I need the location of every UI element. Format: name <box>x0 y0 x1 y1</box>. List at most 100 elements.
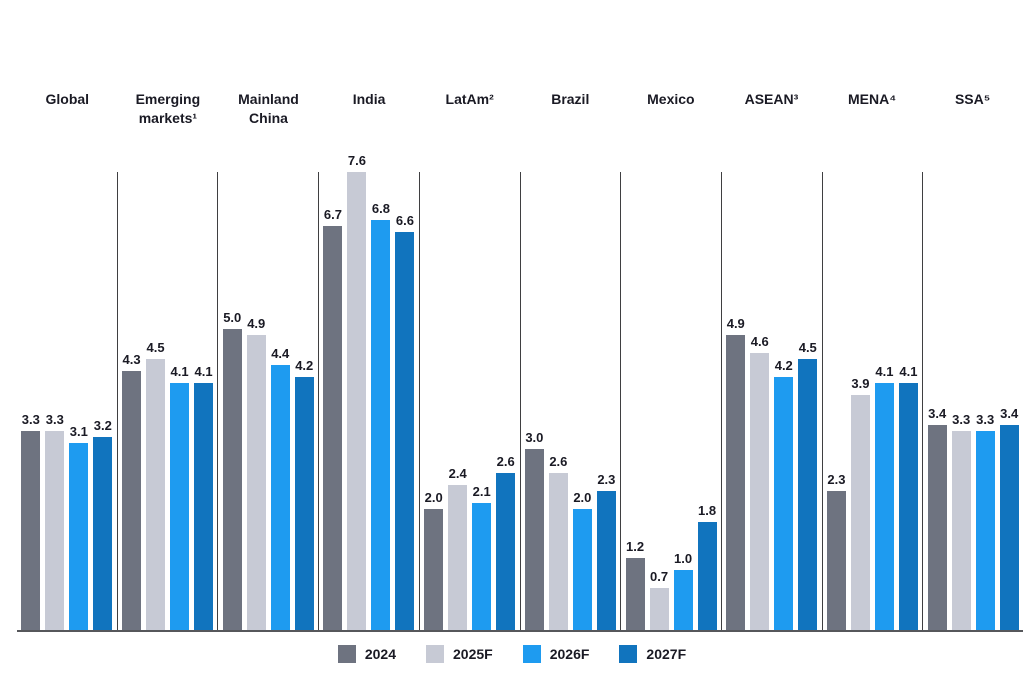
category-header-row: Global Emerging markets¹ Mainland China Ind… <box>17 90 1023 128</box>
bar-column: 2.0 <box>424 490 444 630</box>
bar-value-label: 4.1 <box>875 364 894 379</box>
bar-column: 2.3 <box>826 473 846 630</box>
category-label: SSA⁵ <box>954 91 991 107</box>
bar-2027F <box>798 359 818 630</box>
bar-value-label: 3.9 <box>851 376 870 391</box>
bar-value-label: 3.2 <box>93 418 112 433</box>
bar-2024 <box>927 425 947 630</box>
bar-2027F <box>697 522 717 630</box>
bar-value-label: 3.1 <box>69 424 88 439</box>
bar-2025F <box>246 335 266 630</box>
category-label: Emerging markets¹ <box>135 91 201 126</box>
bar-group: 4.3 4.5 4.1 4.1 <box>118 172 219 630</box>
bar-value-label: 3.4 <box>928 406 947 421</box>
bar-value-label: 4.6 <box>750 334 769 349</box>
bar-column: 3.0 <box>524 430 544 630</box>
bar-column: 4.1 <box>170 365 190 630</box>
bar-column: 3.4 <box>999 406 1019 630</box>
bar-value-label: 3.3 <box>45 412 64 427</box>
bar-value-label: 1.8 <box>698 503 717 518</box>
bar-2027F <box>999 425 1019 630</box>
bar-2027F <box>395 232 415 630</box>
bar-2024 <box>625 558 645 630</box>
bar-2024 <box>726 335 746 630</box>
bar-2025F <box>750 353 770 630</box>
bar-value-label: 3.3 <box>21 412 40 427</box>
bar-value-label: 7.6 <box>347 153 366 168</box>
bar-column: 6.7 <box>323 207 343 630</box>
bar-2024 <box>122 371 142 630</box>
bar-2026F <box>371 220 391 630</box>
bar-value-label: 3.3 <box>976 412 995 427</box>
bar-value-label: 4.5 <box>798 340 817 355</box>
category-label: LatAm² <box>445 91 494 107</box>
category-label: India <box>352 91 386 107</box>
legend-label: 2026F <box>549 646 590 662</box>
bar-2026F <box>975 431 995 630</box>
bar-column: 4.1 <box>898 364 918 630</box>
bar-column: 1.8 <box>697 503 717 630</box>
bar-value-label: 3.3 <box>952 412 971 427</box>
bar-2025F <box>347 172 367 630</box>
bar-value-label: 4.5 <box>146 340 165 355</box>
chart-legend: 2024 2025F 2026F 2027F <box>0 645 1024 663</box>
bar-column: 4.5 <box>798 340 818 630</box>
bar-value-label: 3.0 <box>525 430 544 445</box>
bar-value-label: 2.4 <box>448 466 467 481</box>
bar-value-label: 6.8 <box>371 201 390 216</box>
legend-item-2026F: 2026F <box>522 645 590 663</box>
bar-value-label: 1.2 <box>626 539 645 554</box>
bar-value-label: 4.9 <box>726 316 745 331</box>
bar-2024 <box>21 431 41 630</box>
bar-column: 3.3 <box>975 412 995 630</box>
bar-column: 6.6 <box>395 213 415 630</box>
bar-2026F <box>472 503 492 630</box>
category-label: Brazil <box>551 91 590 107</box>
bar-2024 <box>524 449 544 630</box>
bar-column: 2.0 <box>572 490 592 630</box>
bar-value-label: 4.4 <box>271 346 290 361</box>
bar-2025F <box>548 473 568 630</box>
bar-column: 7.6 <box>347 153 367 630</box>
bar-2024 <box>424 509 444 630</box>
bar-value-label: 6.7 <box>323 207 342 222</box>
bar-value-label: 1.0 <box>674 551 693 566</box>
bar-value-label: 3.4 <box>1000 406 1019 421</box>
bar-2025F <box>649 588 669 630</box>
bar-2027F <box>596 491 616 630</box>
bar-2025F <box>45 431 65 630</box>
bar-column: 4.1 <box>874 364 894 630</box>
bar-2026F <box>572 509 592 630</box>
bar-value-label: 6.6 <box>395 213 414 228</box>
bar-value-label: 2.6 <box>496 454 515 469</box>
bar-column: 4.1 <box>194 365 214 630</box>
bar-group: 3.3 3.3 3.1 3.2 <box>17 172 118 630</box>
bar-2027F <box>93 437 113 630</box>
bar-value-label: 0.7 <box>650 569 669 584</box>
bar-group: 3.4 3.3 3.3 3.4 <box>923 172 1023 630</box>
bar-column: 3.3 <box>951 412 971 630</box>
bar-column: 4.5 <box>146 340 166 630</box>
bar-2025F <box>448 485 468 630</box>
legend-swatch-icon <box>522 645 541 663</box>
bar-column: 0.7 <box>649 569 669 630</box>
legend-label: 2027F <box>646 646 687 662</box>
bar-value-label: 4.3 <box>122 352 141 367</box>
bar-2024 <box>222 329 242 630</box>
bar-value-label: 4.1 <box>899 364 918 379</box>
bar-group: 5.0 4.9 4.4 4.2 <box>218 172 320 630</box>
category-label: Mainland China <box>238 91 299 126</box>
bar-group: 1.2 0.7 1.0 1.8 <box>621 172 722 630</box>
bar-value-label: 2.0 <box>424 490 443 505</box>
legend-swatch-icon <box>337 645 356 663</box>
bar-column: 2.4 <box>448 466 468 630</box>
legend-item-2027F: 2027F <box>619 645 686 663</box>
bar-2027F <box>194 383 214 630</box>
bar-value-label: 2.0 <box>573 490 592 505</box>
bar-column: 3.3 <box>45 412 65 630</box>
bar-column: 4.6 <box>750 334 770 630</box>
bar-group: 2.3 3.9 4.1 4.1 <box>823 172 924 630</box>
bar-column: 4.9 <box>246 317 266 630</box>
bar-2026F <box>774 377 794 630</box>
bar-column: 2.3 <box>596 473 616 630</box>
